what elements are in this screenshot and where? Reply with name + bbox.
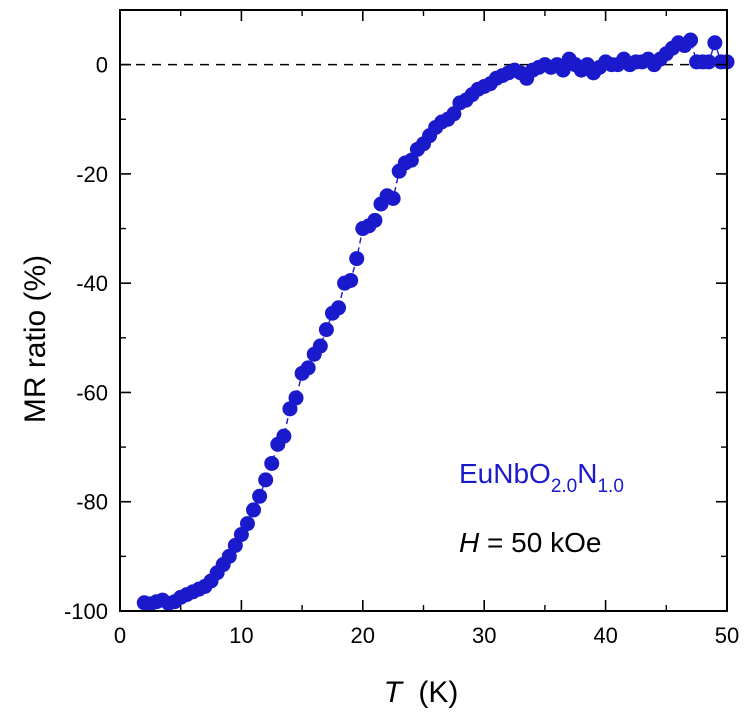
data-point <box>221 548 237 564</box>
field-symbol: H <box>459 527 480 558</box>
series-layer <box>136 32 735 612</box>
sample-sub2: 1.0 <box>597 476 623 497</box>
x-tick-label: 0 <box>114 623 126 648</box>
field-label: H = 50 kOe <box>459 527 601 558</box>
data-point <box>246 502 262 518</box>
y-tick-label: -40 <box>76 271 108 296</box>
y-axis-title: MR ratio (%) <box>19 255 52 423</box>
data-point <box>233 527 249 543</box>
sample-mid: N <box>577 458 597 489</box>
data-point <box>258 472 274 488</box>
sample-base: EuNbO <box>459 458 551 489</box>
data-point <box>385 190 401 206</box>
plot-area: 0 10 20 30 40 50 -100 -80 -60 -40 -20 0 <box>64 9 739 648</box>
x-axis-unit: (K) <box>418 676 458 709</box>
data-point <box>288 390 304 406</box>
y-tick-label: -20 <box>76 162 108 187</box>
y-tick-label: 0 <box>96 53 108 78</box>
ticks-layer: 0 10 20 30 40 50 -100 -80 -60 -40 -20 0 <box>64 9 739 648</box>
data-point <box>300 360 316 376</box>
data-point <box>318 322 334 338</box>
data-point <box>252 488 268 504</box>
data-point <box>312 338 328 354</box>
x-tick-label: 30 <box>472 623 496 648</box>
x-tick-label: 10 <box>229 623 253 648</box>
data-point <box>349 251 365 267</box>
field-value: = 50 kOe <box>479 527 601 558</box>
y-tick-label: -60 <box>76 380 108 405</box>
data-point <box>701 54 717 70</box>
x-tick-label: 50 <box>715 623 739 648</box>
data-point <box>343 272 359 288</box>
data-point <box>446 106 462 122</box>
x-axis-symbol: T <box>384 676 405 709</box>
x-tick-label: 40 <box>593 623 617 648</box>
data-point <box>276 428 292 444</box>
y-tick-label: -80 <box>76 490 108 515</box>
x-tick-label: 20 <box>351 623 375 648</box>
y-tick-label: -100 <box>64 599 108 624</box>
data-point <box>707 35 723 51</box>
data-point <box>264 455 280 471</box>
sample-label: EuNbO2.0N1.0 <box>459 458 624 497</box>
plot-frame <box>119 9 728 612</box>
data-point <box>683 32 699 48</box>
data-point <box>282 401 298 417</box>
data-point <box>403 152 419 168</box>
sample-sub1: 2.0 <box>551 476 577 497</box>
x-axis-title: T (K) <box>384 676 459 709</box>
data-point <box>367 212 383 228</box>
data-point <box>555 62 571 78</box>
data-point <box>331 300 347 316</box>
data-point <box>227 537 243 553</box>
data-point <box>239 516 255 532</box>
